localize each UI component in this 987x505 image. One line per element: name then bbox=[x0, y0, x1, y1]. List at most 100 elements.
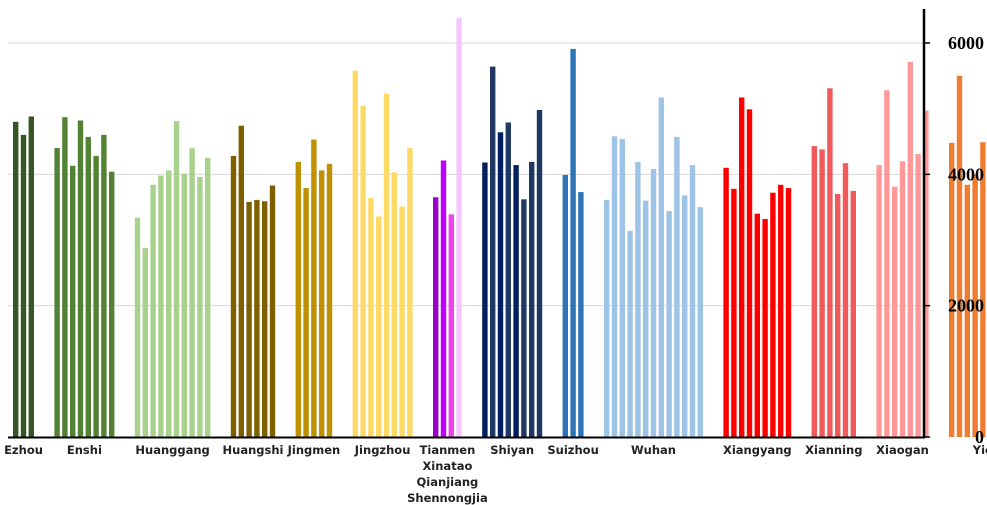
bar bbox=[254, 199, 260, 437]
bar bbox=[77, 120, 84, 437]
bar bbox=[262, 201, 268, 437]
bar bbox=[407, 148, 413, 437]
bar bbox=[238, 125, 244, 437]
bar bbox=[352, 70, 358, 437]
bar bbox=[376, 216, 382, 437]
bar bbox=[505, 122, 511, 437]
bar bbox=[762, 219, 768, 437]
x-tick-label: Xiaogan bbox=[876, 443, 929, 457]
bar bbox=[907, 62, 913, 437]
bar bbox=[604, 199, 610, 437]
bar bbox=[980, 142, 986, 437]
bar bbox=[440, 160, 447, 437]
bar bbox=[876, 165, 882, 437]
bar bbox=[20, 134, 27, 437]
bar bbox=[93, 155, 99, 437]
x-tick-label: Tianmen bbox=[420, 443, 476, 457]
bar bbox=[295, 161, 301, 437]
bar bbox=[246, 201, 252, 437]
bar bbox=[770, 192, 776, 437]
bar bbox=[811, 146, 817, 437]
bar bbox=[399, 206, 405, 437]
x-tick-label: Qianjiang bbox=[417, 475, 479, 489]
bar bbox=[158, 175, 164, 437]
bar bbox=[835, 194, 841, 437]
bar bbox=[964, 184, 970, 437]
bar bbox=[819, 149, 825, 437]
bar bbox=[28, 116, 34, 437]
bar bbox=[319, 170, 325, 437]
bar bbox=[311, 139, 317, 437]
x-tick-label: Huangshi bbox=[223, 443, 284, 457]
x-tick-label: Yichang bbox=[972, 443, 987, 457]
x-tick-label: Shennongjia bbox=[407, 491, 488, 505]
bar bbox=[754, 213, 760, 437]
bar bbox=[562, 175, 568, 437]
x-tick-label: Ezhou bbox=[4, 443, 43, 457]
bar bbox=[674, 136, 680, 437]
y-tick-label: 0 bbox=[975, 427, 984, 447]
bar bbox=[181, 173, 187, 437]
bar bbox=[269, 185, 276, 437]
bar bbox=[915, 154, 921, 437]
bar bbox=[490, 66, 496, 437]
bar bbox=[923, 110, 929, 437]
bar bbox=[842, 163, 849, 437]
bar bbox=[611, 136, 618, 437]
bar bbox=[101, 134, 107, 437]
bar bbox=[85, 136, 91, 437]
bar bbox=[658, 97, 664, 437]
x-tick-label: Jingzhou bbox=[354, 443, 411, 457]
bar bbox=[456, 18, 462, 437]
bar bbox=[197, 177, 203, 437]
y-tick-label: 2000 bbox=[948, 296, 984, 316]
x-tick-label: Jingmen bbox=[287, 443, 341, 457]
y-tick-labels: 0 2000 4000 6000 bbox=[924, 33, 984, 447]
bar bbox=[150, 184, 156, 437]
bar bbox=[892, 186, 898, 437]
bar bbox=[827, 88, 833, 438]
bar bbox=[650, 169, 657, 437]
bar bbox=[448, 214, 454, 437]
bar bbox=[513, 165, 519, 437]
bar bbox=[689, 165, 696, 437]
bar bbox=[482, 162, 488, 437]
y-tick-label: 4000 bbox=[948, 164, 984, 184]
bar bbox=[619, 138, 625, 437]
bar bbox=[303, 188, 309, 437]
bar bbox=[529, 161, 535, 437]
bar bbox=[731, 188, 737, 437]
bar bbox=[166, 170, 172, 437]
bar bbox=[746, 109, 753, 438]
bar bbox=[497, 132, 504, 438]
bar bbox=[785, 188, 792, 437]
bar bbox=[13, 121, 19, 438]
bar bbox=[850, 190, 856, 438]
bar bbox=[682, 195, 688, 437]
y-tick-label: 6000 bbox=[948, 33, 984, 53]
bar bbox=[391, 172, 397, 437]
bar bbox=[70, 165, 76, 438]
bar bbox=[739, 97, 745, 437]
bar bbox=[578, 192, 584, 437]
bar bbox=[972, 174, 978, 438]
bar bbox=[627, 230, 633, 437]
bar bbox=[326, 163, 333, 438]
bar bbox=[368, 198, 374, 437]
x-tick-label: Xinatao bbox=[422, 459, 472, 473]
bar bbox=[899, 161, 906, 437]
bar bbox=[433, 197, 439, 437]
bar bbox=[723, 167, 729, 438]
bar bbox=[635, 161, 641, 437]
bar bbox=[360, 106, 366, 437]
bar bbox=[536, 110, 543, 437]
bar bbox=[949, 142, 955, 438]
bar bbox=[230, 155, 237, 437]
x-tick-label: Suizhou bbox=[547, 443, 598, 457]
bar bbox=[884, 90, 890, 438]
bars bbox=[13, 18, 986, 438]
x-tick-label: Xiangyang bbox=[723, 443, 792, 457]
bar bbox=[173, 121, 180, 437]
bar bbox=[666, 211, 672, 437]
